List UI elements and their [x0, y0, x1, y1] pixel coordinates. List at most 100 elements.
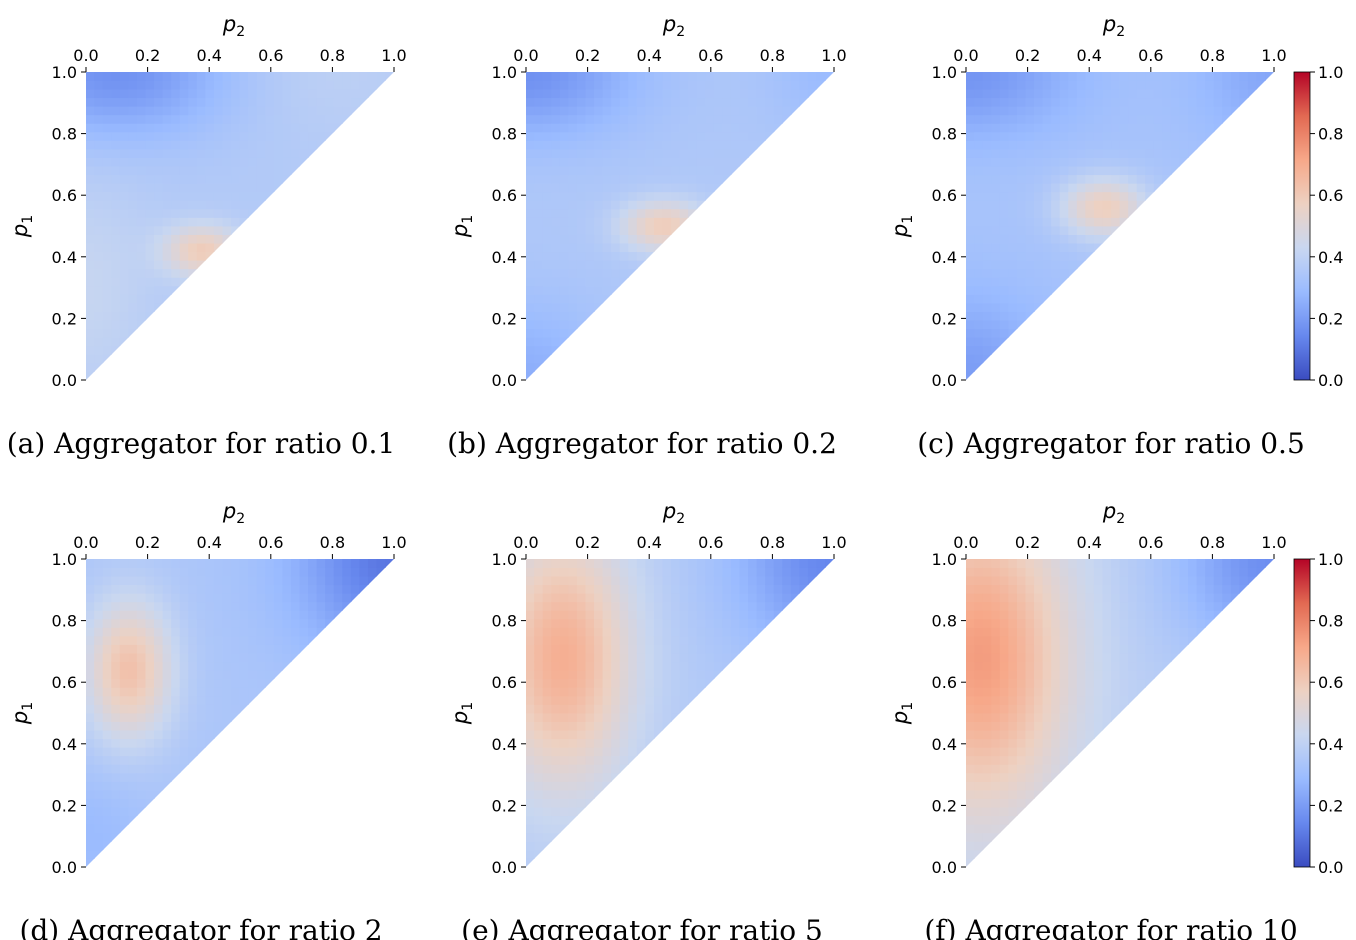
- heatmap-cell: [1034, 165, 1044, 176]
- heatmap-cell: [982, 721, 993, 731]
- heatmap-cell: [991, 276, 1001, 287]
- heatmap-cell: [94, 336, 104, 347]
- heatmap-cell: [628, 704, 638, 714]
- heatmap-cell: [974, 575, 984, 586]
- heatmap-cell: [526, 781, 535, 791]
- heatmap-cell: [551, 259, 561, 270]
- heatmap-cell: [1042, 88, 1052, 99]
- heatmap-cell: [542, 704, 553, 714]
- heatmap-cell: [248, 182, 258, 193]
- x-tick-label: 0.4: [636, 533, 661, 552]
- colorbar-gradient: [1294, 72, 1310, 380]
- heatmap-cell: [1068, 635, 1078, 645]
- heatmap-cell: [576, 669, 587, 680]
- heatmap-cell: [1119, 695, 1129, 705]
- heatmap-cell: [526, 763, 535, 774]
- heatmap-cell: [256, 191, 267, 201]
- heatmap-cell: [585, 225, 595, 235]
- heatmap-cell: [688, 584, 698, 594]
- heatmap-cell: [145, 806, 155, 817]
- heatmap-cell: [145, 627, 155, 637]
- heatmap-cell: [136, 165, 147, 176]
- heatmap-cell: [1111, 88, 1121, 99]
- heatmap-cell: [542, 251, 553, 261]
- heatmap-cell: [1162, 575, 1172, 586]
- heatmap-cell: [585, 208, 595, 218]
- heatmap-cell: [1136, 105, 1147, 116]
- heatmap-cell: [974, 114, 984, 124]
- heatmap-cell: [653, 97, 664, 107]
- heatmap-cell: [619, 234, 630, 244]
- heatmap-cell: [265, 80, 275, 90]
- heatmap-cell: [653, 601, 664, 611]
- heatmap-cell: [86, 311, 95, 321]
- heatmap-cell: [222, 678, 232, 688]
- heatmap-cell: [154, 131, 164, 141]
- heatmap-cell: [662, 122, 672, 133]
- heatmap-cell: [265, 609, 275, 620]
- heatmap-cell: [1188, 635, 1198, 645]
- heatmap-cell: [982, 294, 993, 304]
- heatmap-cell: [265, 199, 275, 210]
- heatmap-cell: [619, 217, 630, 227]
- heatmap-cell: [748, 584, 758, 594]
- heatmap-cell: [966, 575, 975, 586]
- heatmap-cell: [1042, 601, 1052, 611]
- heatmap-cell: [128, 755, 138, 765]
- heatmap-cell: [1102, 712, 1112, 722]
- heatmap-cell: [94, 712, 104, 722]
- heatmap-cell: [1059, 174, 1070, 184]
- heatmap-cell: [534, 823, 544, 834]
- heatmap-cell: [730, 627, 741, 637]
- heatmap-cell: [636, 738, 647, 748]
- heatmap-cell: [1093, 72, 1104, 81]
- heatmap-cell: [671, 584, 681, 594]
- heatmap-cell: [982, 182, 993, 193]
- heatmap-cell: [213, 122, 224, 133]
- heatmap-cell: [1085, 746, 1095, 757]
- heatmap-cell: [94, 627, 104, 637]
- heatmap-cell: [559, 661, 570, 671]
- heatmap-cell: [991, 601, 1001, 611]
- heatmap-cell: [102, 644, 113, 654]
- heatmap-cell: [1205, 140, 1215, 150]
- heatmap-cell: [102, 268, 113, 278]
- heatmap-cell: [526, 789, 535, 799]
- heatmap-cell: [1051, 704, 1061, 714]
- heatmap-cell: [265, 644, 275, 654]
- heatmap-cell: [594, 781, 604, 791]
- heatmap-cell: [653, 678, 664, 688]
- heatmap-cell: [594, 114, 604, 124]
- heatmap-cell: [1076, 635, 1087, 645]
- heatmap-cell: [196, 644, 207, 654]
- heatmap-cell: [576, 755, 587, 765]
- heatmap-cell: [119, 652, 130, 663]
- heatmap-cell: [534, 755, 544, 765]
- heatmap-cell: [86, 618, 95, 628]
- heatmap-cell: [290, 165, 301, 176]
- heatmap-cell: [1059, 772, 1070, 782]
- heatmap-cell: [222, 686, 232, 697]
- heatmap-cell: [1059, 755, 1070, 765]
- heatmap-cell: [119, 234, 130, 244]
- heatmap-cell: [1059, 635, 1070, 645]
- heatmap-cell: [1093, 575, 1104, 586]
- heatmap-cell: [1102, 208, 1112, 218]
- heatmap-cell: [966, 268, 975, 278]
- heatmap-cell: [162, 746, 172, 757]
- heatmap-cell: [86, 712, 95, 722]
- heatmap-cell: [1119, 140, 1129, 150]
- heatmap-cell: [171, 584, 181, 594]
- heatmap-cell: [628, 584, 638, 594]
- heatmap-cell: [308, 609, 318, 620]
- heatmap-cell: [602, 97, 612, 107]
- heatmap-cell: [991, 729, 1001, 740]
- heatmap-cell: [86, 669, 95, 680]
- heatmap-cell: [256, 182, 267, 193]
- panel-0: 0.0 0.2 0.4 0.6 0.8 1.00.00.20.40.60.81.0p2p1…: [7, 12, 407, 460]
- heatmap-cell: [722, 601, 732, 611]
- heatmap-cell: [256, 140, 267, 150]
- heatmap-cell: [111, 721, 121, 731]
- heatmap-cell: [585, 234, 595, 244]
- heatmap-cell: [653, 729, 664, 740]
